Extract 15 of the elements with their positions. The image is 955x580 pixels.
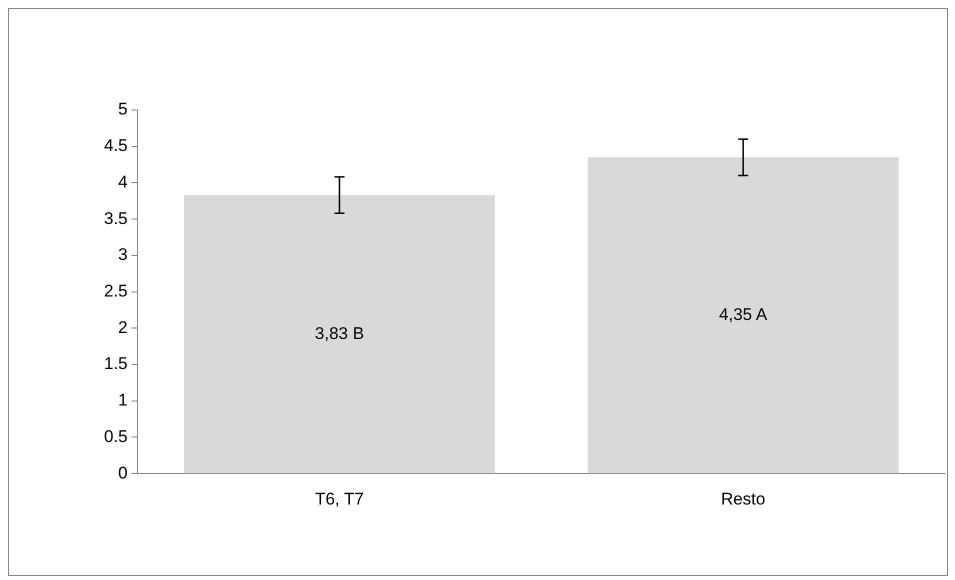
- y-tick-label: 0: [118, 463, 128, 482]
- y-tick-label: 1.5: [104, 354, 128, 374]
- data-label: 3,83 B: [314, 324, 364, 343]
- y-tick-label: 4.5: [104, 136, 128, 156]
- y-tick-label: 5: [118, 100, 128, 119]
- y-tick-label: 3: [118, 245, 128, 264]
- data-label: 4,35 A: [719, 304, 768, 324]
- x-tick-label: T6, T7: [315, 489, 364, 508]
- x-tick-label: Resto: [720, 489, 766, 508]
- y-tick-label: 3.5: [104, 208, 128, 228]
- y-tick-label: 0.5: [104, 426, 128, 446]
- y-tick-label: 4: [118, 172, 128, 192]
- y-tick-label: 2: [118, 318, 128, 337]
- y-tick-label: 2.5: [104, 281, 128, 300]
- y-tick-label: 1: [118, 390, 128, 410]
